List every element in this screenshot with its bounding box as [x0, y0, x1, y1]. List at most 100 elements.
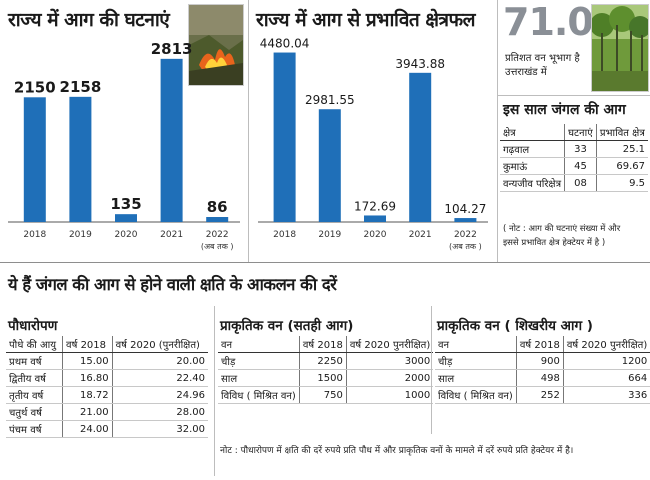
table-row: विविध ( मिश्रित वन) 750 1000 [218, 386, 434, 404]
table-row: चतुर्थ वर्ष 21.00 28.00 [6, 403, 208, 421]
plantation-row-1-2018: 15.00 [62, 352, 113, 370]
crown-row-3-forest: विविध ( मिश्रित वन) [435, 386, 517, 404]
incidents-tick-label-2022: 2022 [206, 230, 229, 240]
plantation-row-3-age: तृतीय वर्ष [6, 386, 64, 404]
fires-table-header-area: क्षेत्र [500, 124, 566, 141]
area-value-label-2018: 4480.04 [260, 38, 310, 51]
plantation-header-2018: वर्ष 2018 [62, 336, 113, 353]
plantation-row-1-age: प्रथम वर्ष [6, 352, 64, 370]
plantation-row-5-age: पंचम वर्ष [6, 420, 64, 438]
area-value-label-2020: 172.69 [354, 199, 396, 213]
table-row: गढ़वाल 33 25.1 [500, 140, 648, 158]
fires-row-2-incidents: 45 [564, 157, 597, 175]
area-tick-note-2022: (अब तक ) [449, 242, 482, 251]
area-tick-label-2019: 2019 [318, 230, 341, 240]
chart-1-title: राज्य में आग की घटनाएं [8, 9, 170, 31]
incidents-tick-label-2019: 2019 [69, 230, 92, 240]
forest-percent-caption-2: उत्तराखंड में [505, 67, 547, 78]
plantation-header-2020: वर्ष 2020 (पुनरीक्षित) [112, 336, 208, 353]
table-row: साल 498 664 [435, 369, 650, 387]
area-value-label-2021: 3943.88 [395, 57, 445, 71]
incidents-tick-note-2022: (अब तक ) [201, 242, 234, 251]
area-tick-label-2022: 2022 [454, 230, 477, 240]
fires-row-2-area: कुमाऊं [500, 157, 566, 175]
fires-table: क्षेत्र घटनाएं प्रभावित क्षेत्र गढ़वाल 3… [500, 124, 648, 192]
plantation-row-3-2020: 24.96 [112, 386, 208, 404]
table-row: प्रथम वर्ष 15.00 20.00 [6, 352, 208, 370]
surface-row-3-2018: 750 [299, 386, 347, 404]
incidents-value-label-2021: 2813 [151, 40, 193, 58]
plantation-row-1-2020: 20.00 [112, 352, 208, 370]
plantation-row-4-2018: 21.00 [62, 403, 113, 421]
fires-note-line-2: इससे प्रभावित क्षेत्र हेक्टेयर में है ) [503, 238, 606, 248]
plantation-row-4-2020: 28.00 [112, 403, 208, 421]
crown-header-2018: वर्ष 2018 [516, 336, 564, 353]
loss-section-title: ये हैं जंगल की आग से होने वाली क्षति के … [8, 275, 337, 294]
incidents-tick-label-2020: 2020 [115, 230, 138, 240]
incidents-bar-2018 [23, 97, 46, 222]
area-tick-label-2021: 2021 [409, 230, 432, 240]
incidents-value-label-2020: 135 [110, 195, 141, 213]
surface-row-2-forest: साल [218, 369, 300, 387]
area-bar-2019 [318, 109, 341, 222]
incidents-tick-label-2018: 2018 [23, 230, 46, 240]
incidents-bar-2020 [115, 214, 137, 222]
fires-row-1-area: गढ़वाल [500, 140, 566, 158]
crown-row-2-forest: साल [435, 369, 517, 387]
table-row: कुमाऊं 45 69.67 [500, 157, 648, 175]
forest-percent-caption-1: प्रतिशत वन भूभाग है [505, 53, 580, 64]
crown-row-2-2020: 664 [563, 369, 650, 387]
surface-row-2-2020: 2000 [346, 369, 434, 387]
plantation-title: पौधारोपण [8, 318, 58, 334]
fires-row-3-affected: 9.5 [596, 174, 648, 192]
incidents-bar-2019 [69, 96, 92, 222]
fires-row-1-affected: 25.1 [596, 140, 648, 158]
table-row: वन्यजीव परिक्षेत्र 08 9.5 [500, 174, 648, 192]
plantation-row-5-2020: 32.00 [112, 420, 208, 438]
fires-row-3-incidents: 08 [564, 174, 597, 192]
surface-row-3-2020: 1000 [346, 386, 434, 404]
incidents-value-label-2018: 2150 [14, 78, 56, 96]
plantation-row-2-2018: 16.80 [62, 369, 113, 387]
table-row: द्वितीय वर्ष 16.80 22.40 [6, 369, 208, 387]
affected-area-chart: 4480.04 2018 2981.55 2019 172.69 2020 3943.88 2… [258, 38, 488, 251]
forest-photo [591, 4, 649, 92]
plantation-row-4-age: चतुर्थ वर्ष [6, 403, 64, 421]
crown-row-3-2018: 252 [516, 386, 564, 404]
crown-header-forest: वन [435, 336, 517, 353]
table-row: चीड़ 900 1200 [435, 352, 650, 370]
plantation-row-2-age: द्वितीय वर्ष [6, 369, 64, 387]
incidents-value-label-2022: 86 [207, 198, 228, 216]
table-row: साल 1500 2000 [218, 369, 434, 387]
fires-row-3-area: वन्यजीव परिक्षेत्र [500, 174, 566, 192]
crown-row-1-2020: 1200 [563, 352, 650, 370]
table-row: तृतीय वर्ष 18.72 24.96 [6, 386, 208, 404]
area-value-label-2019: 2981.55 [305, 93, 355, 107]
incidents-bar-2022 [206, 217, 229, 222]
crown-row-1-forest: चीड़ [435, 352, 517, 370]
fires-note-line-1: ( नोट : आग की घटनाएं संख्या में और [503, 224, 621, 234]
surface-row-3-forest: विविध ( मिश्रित वन) [218, 386, 300, 404]
plantation-row-3-2018: 18.72 [62, 386, 113, 404]
area-bar-2021 [409, 72, 432, 222]
area-tick-label-2018: 2018 [273, 230, 296, 240]
fires-row-2-affected: 69.67 [596, 157, 648, 175]
table-row: पंचम वर्ष 24.00 32.00 [6, 420, 208, 438]
plantation-row-5-2018: 24.00 [62, 420, 113, 438]
crown-row-1-2018: 900 [516, 352, 564, 370]
forest-fire-photo [188, 4, 244, 86]
surface-header-forest: वन [218, 336, 300, 353]
surface-header-2020: वर्ष 2020 पुनरीक्षित) [346, 336, 434, 353]
table-row: चीड़ 2250 3000 [218, 352, 434, 370]
fires-table-title: इस साल जंगल की आग [503, 102, 626, 118]
crown-row-3-2020: 336 [563, 386, 650, 404]
crown-header-2020: वर्ष 2020 पुनरीक्षित) [563, 336, 650, 353]
area-tick-label-2020: 2020 [364, 230, 387, 240]
surface-row-1-2018: 2250 [299, 352, 347, 370]
area-value-label-2022: 104.27 [444, 202, 486, 216]
crown-fire-table: वन वर्ष 2018 वर्ष 2020 पुनरीक्षित) चीड़ … [435, 336, 650, 404]
crown-fire-title: प्राकृतिक वन ( शिखरीय आग ) [437, 318, 593, 334]
fires-row-1-incidents: 33 [564, 140, 597, 158]
crown-row-2-2018: 498 [516, 369, 564, 387]
area-bar-2020 [364, 215, 386, 222]
